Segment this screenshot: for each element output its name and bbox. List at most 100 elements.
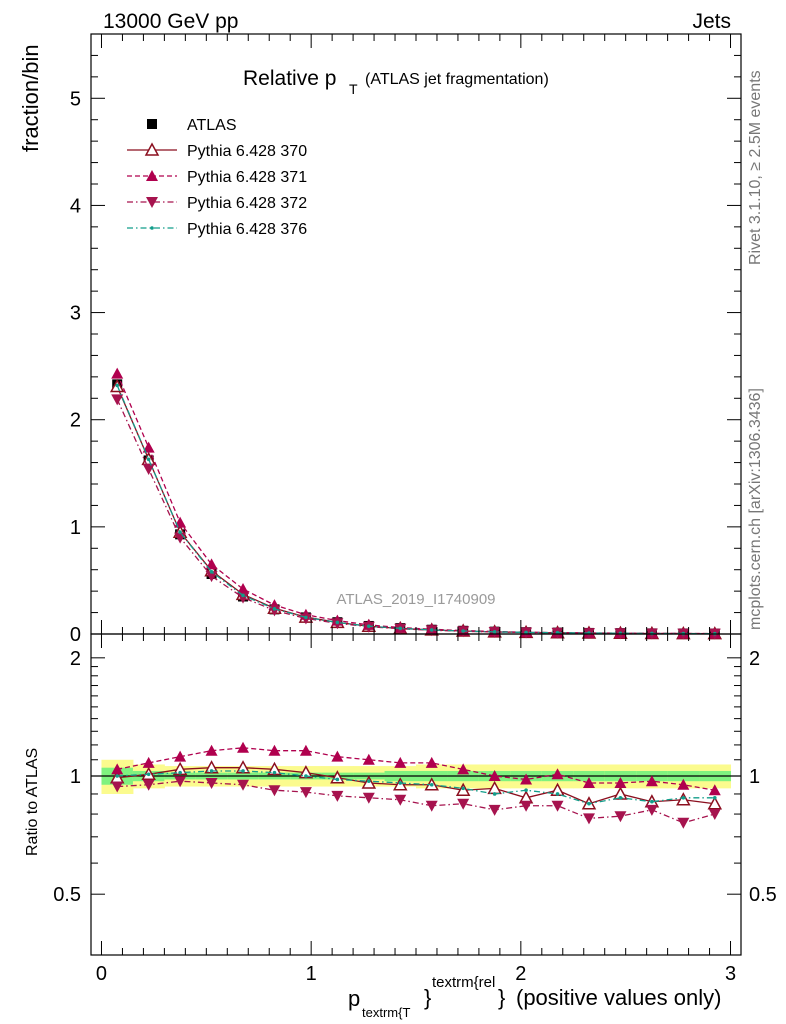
data-point-p371: [111, 367, 124, 379]
data-point-p376: [398, 626, 403, 631]
analysis-watermark: ATLAS_2019_I1740909: [336, 591, 495, 608]
xlabel-brace2: }: [498, 985, 505, 1010]
title-main: Relative p: [243, 67, 336, 90]
legend-marker-p376: [150, 226, 154, 230]
ratio-point-p371: [174, 750, 187, 762]
ratio-point-p376: [712, 796, 717, 800]
ratio-point-p372: [237, 779, 250, 791]
plot-title: Relative p T (ATLAS jet fragmentation): [243, 67, 549, 97]
data-point-p372: [111, 394, 124, 406]
main-y-tick-label: 3: [70, 303, 81, 325]
legend-entry-p376: Pythia 6.428 376: [127, 221, 307, 238]
x-axis-label: p textrm{T } textrm{rel } (positive valu…: [348, 974, 721, 1020]
ratio-point-p372: [677, 817, 690, 829]
ratio-series-p370: [109, 760, 723, 810]
x-tick-label: 1: [306, 963, 317, 985]
ratio-point-p372: [331, 790, 344, 802]
ratio-y-tick-label: 1: [70, 766, 81, 788]
ratio-point-p371: [331, 750, 344, 762]
legend-label-p371: Pythia 6.428 371: [187, 169, 307, 186]
ratio-point-p372: [362, 792, 375, 804]
data-point-p372: [237, 592, 250, 604]
legend-entry-p371: Pythia 6.428 371: [127, 169, 307, 186]
ratio-point-p371: [299, 744, 312, 756]
legend-entry-p370: Pythia 6.428 370: [127, 142, 307, 160]
data-point-p376: [115, 383, 120, 388]
ratio-point-p372: [142, 779, 155, 791]
xlabel-p: p: [348, 986, 360, 1011]
legend-entry-data: ATLAS: [147, 117, 237, 134]
xlabel-sub: textrm{T: [362, 1005, 410, 1020]
ratio-point-p372: [299, 787, 312, 799]
x-tick-label: 0: [96, 963, 107, 985]
legend-label-p370: Pythia 6.428 370: [187, 143, 307, 160]
data-point-p376: [209, 570, 214, 574]
legend-label-p376: Pythia 6.428 376: [187, 221, 307, 238]
legend: ATLAS Pythia 6.428 370 Pythia 6.428 371 Pyt…: [127, 117, 307, 238]
ratio-y-tick-label-right: 1: [749, 766, 760, 788]
ratio-y-tick-label: 2: [70, 648, 81, 670]
ratio-point-p372: [174, 776, 187, 788]
ratio-point-p376: [492, 792, 497, 796]
ratio-point-p376: [429, 782, 434, 787]
ratio-point-p371: [677, 778, 690, 790]
ratio-point-p376: [272, 770, 277, 775]
ratio-point-p376: [618, 796, 623, 800]
ratio-point-p376: [367, 779, 371, 784]
data-point-p376: [524, 630, 528, 635]
ratio-point-p372: [268, 785, 281, 797]
ratio-point-p371: [645, 775, 658, 787]
ratio-point-p371: [394, 756, 407, 768]
ratio-point-p376: [587, 801, 591, 806]
ratio-y-tick-label-right: 2: [749, 648, 760, 670]
data-point-p376: [492, 630, 497, 634]
ratio-y-tick-label: 0.5: [53, 884, 81, 906]
mcplots-label: mcplots.cern.ch [arXiv:1306.3436]: [747, 388, 764, 630]
ratio-point-p371: [142, 756, 155, 768]
data-point-p371: [205, 558, 218, 570]
xlabel-brace1: }: [424, 985, 431, 1010]
series-line-p372: [116, 399, 715, 635]
ratio-point-p372: [111, 781, 124, 793]
xlabel-rest: (positive values only): [516, 985, 721, 1010]
title-suffix: (ATLAS jet fragmentation): [365, 71, 549, 88]
ratio-series-p372: [111, 776, 721, 829]
ratio-point-p371: [708, 784, 721, 796]
header-left: 13000 GeV pp: [103, 10, 238, 33]
x-tick-label: 3: [725, 963, 736, 985]
ratio-point-p376: [178, 770, 182, 775]
ratio-point-p376: [555, 792, 560, 796]
data-point-p376: [461, 629, 465, 633]
ratio-point-p376: [335, 777, 340, 782]
ratio-point-p376: [524, 788, 528, 793]
legend-entry-p372: Pythia 6.428 372: [127, 195, 307, 212]
ratio-point-p376: [304, 774, 308, 778]
ratio-point-p371: [237, 741, 250, 753]
ratio-point-p372: [551, 800, 564, 812]
ratio-point-p376: [115, 774, 120, 778]
series-line-p376: [116, 385, 715, 635]
legend-marker-p371: [146, 170, 158, 181]
ratio-line-p376: [117, 770, 715, 805]
main-panel: 0 1 2 3 4 5: [70, 33, 742, 646]
legend-marker-p372: [146, 197, 158, 208]
main-y-tick-label: 1: [70, 517, 81, 539]
data-point-p376: [429, 628, 434, 632]
data-point-p376: [272, 607, 277, 611]
main-y-tick-label: 4: [70, 195, 81, 217]
ratio-point-p372: [614, 811, 627, 823]
main-y-tick-label: 5: [70, 88, 81, 110]
data-point-p376: [241, 593, 245, 598]
ratio-point-p372: [645, 804, 658, 816]
ratio-point-p371: [488, 770, 501, 782]
ratio-point-p372: [520, 800, 533, 812]
ratio-point-p370: [330, 770, 345, 784]
ratio-point-p376: [241, 769, 245, 773]
ratio-point-p376: [209, 769, 214, 773]
xlabel-sup: textrm{rel: [432, 974, 495, 991]
ratio-line-p370: [117, 767, 715, 805]
ratio-point-p371: [268, 744, 281, 756]
ratio-point-p371: [205, 744, 218, 756]
ratio-point-p371: [362, 753, 375, 765]
